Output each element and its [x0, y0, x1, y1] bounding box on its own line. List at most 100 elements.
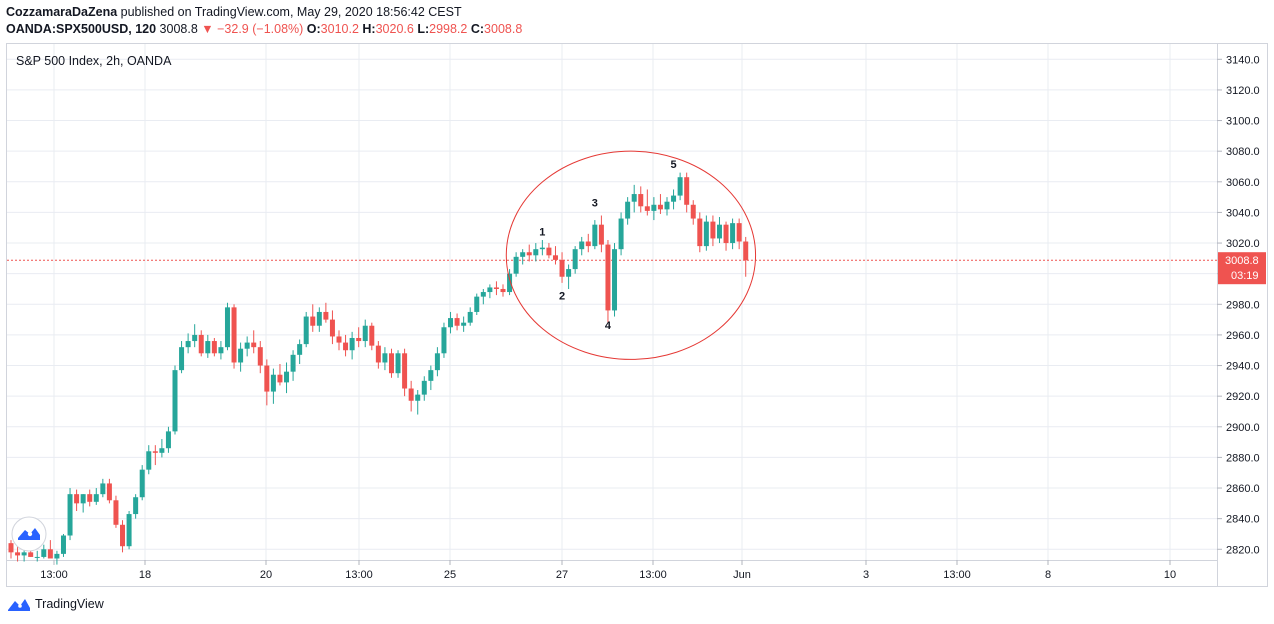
candle-body — [651, 204, 657, 211]
tradingview-logo-icon — [8, 599, 30, 611]
candle-body — [566, 269, 572, 277]
candle — [566, 264, 572, 289]
candle — [159, 439, 165, 458]
candle-body — [60, 535, 66, 554]
candle-body — [454, 318, 460, 326]
candle-body — [362, 325, 368, 342]
tradingview-logo-icon[interactable] — [11, 516, 47, 552]
candle-body — [395, 353, 401, 374]
footer-brand[interactable]: TradingView — [35, 597, 104, 611]
candle-body — [106, 483, 112, 501]
candle-body — [146, 451, 152, 470]
candle — [257, 341, 263, 374]
candle — [93, 488, 99, 505]
candle — [47, 540, 53, 559]
candle-body — [257, 347, 263, 366]
candle — [618, 212, 624, 256]
candle-body — [585, 241, 591, 247]
candle — [552, 246, 558, 265]
candle — [507, 269, 513, 296]
candle — [677, 172, 683, 201]
price-axis[interactable]: 3140.0 3120.0 3100.0 3080.0 3060.0 3040.0 3020… — [1217, 54, 1260, 556]
candle — [402, 348, 408, 397]
candle — [172, 365, 178, 435]
candle — [205, 334, 211, 358]
time-tick-label: 13:00 — [639, 569, 667, 581]
candle — [631, 184, 637, 213]
candle-body — [743, 241, 749, 261]
price-change: −32.9 (−1.08%) — [217, 22, 304, 36]
candle-body — [211, 341, 217, 354]
candle-body — [690, 204, 696, 219]
candle — [251, 330, 257, 354]
candle — [664, 197, 670, 216]
candle-body — [513, 256, 519, 274]
candle-body — [671, 195, 677, 202]
candlestick-chart[interactable]: 3140.0 3120.0 3100.0 3080.0 3060.0 3040.0 3020… — [7, 44, 1267, 586]
candle-body — [159, 448, 165, 453]
candle-body — [336, 336, 342, 343]
candle-body — [264, 365, 270, 392]
candle — [218, 341, 224, 360]
candle — [198, 330, 204, 357]
candle-body — [205, 341, 211, 354]
price-tick-label: 3020.0 — [1226, 238, 1260, 250]
candle-body — [697, 218, 703, 247]
candle-body — [172, 370, 178, 432]
candle — [730, 218, 736, 250]
candle — [526, 244, 532, 262]
candle — [467, 307, 473, 326]
candle — [736, 218, 742, 250]
candle — [697, 212, 703, 253]
candle — [15, 546, 21, 562]
wave-label: 3 — [592, 197, 598, 209]
candle — [179, 341, 185, 374]
time-axis-border — [7, 560, 1217, 561]
candle — [644, 189, 650, 216]
triangle-down-icon: ▼ — [201, 22, 214, 36]
author-name[interactable]: CozzamaraDaZena — [6, 5, 118, 19]
candle-body — [703, 221, 709, 247]
candle-body — [343, 342, 349, 351]
candle — [723, 221, 729, 251]
time-axis[interactable]: 13:00 18 20 13:00 25 27 13:00 Jun 3 13:00 8 10 — [40, 560, 1176, 581]
candle — [710, 215, 716, 247]
price-tick-label: 3060.0 — [1226, 177, 1260, 189]
candle-body — [598, 224, 604, 245]
candle-body — [277, 374, 283, 383]
candle-body — [579, 241, 585, 250]
candle-body — [526, 252, 532, 256]
candle-body — [21, 552, 27, 556]
candle — [231, 304, 237, 369]
candle-body — [618, 218, 624, 250]
candle — [356, 327, 362, 348]
candle-body — [303, 316, 309, 345]
candle-body — [47, 549, 53, 559]
candle-body — [546, 247, 552, 256]
price-tick-label: 2840.0 — [1226, 514, 1260, 526]
candle-body — [572, 249, 578, 270]
candle — [461, 316, 467, 332]
candle-body — [467, 311, 473, 323]
candle-body — [244, 342, 250, 349]
candle — [533, 243, 539, 262]
time-tick-label: 8 — [1045, 569, 1051, 581]
chart-frame: 3140.0 3120.0 3100.0 3080.0 3060.0 3040.0 3020… — [6, 43, 1268, 587]
candle-body — [54, 553, 60, 559]
candle-body — [533, 249, 539, 256]
candle — [185, 333, 191, 354]
candle-body — [428, 370, 434, 381]
candle — [539, 239, 545, 256]
candle — [743, 236, 749, 277]
candle-body — [408, 388, 414, 401]
time-tick-label: 13:00 — [943, 569, 971, 581]
wave-labels: 1 2 3 4 5 — [539, 159, 676, 332]
candle — [612, 243, 618, 317]
candle-body — [448, 318, 454, 328]
candle — [87, 489, 93, 507]
candle-body — [152, 451, 158, 453]
candle-body — [710, 221, 716, 239]
candle-body — [165, 431, 171, 449]
annotation-ellipse[interactable] — [505, 150, 757, 360]
time-tick-label: 27 — [556, 569, 568, 581]
